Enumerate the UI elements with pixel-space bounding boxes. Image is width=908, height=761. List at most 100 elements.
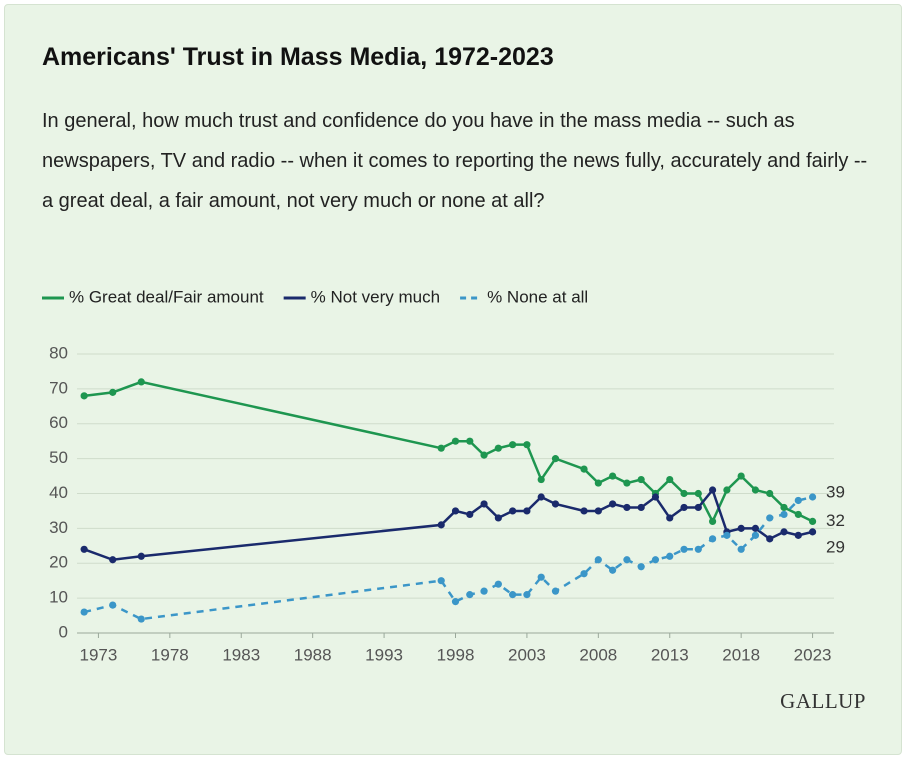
data-point [780, 503, 788, 512]
data-point [694, 503, 702, 512]
data-point [137, 615, 145, 623]
data-point [580, 507, 588, 515]
data-point [594, 556, 602, 564]
data-point [637, 503, 645, 512]
data-point [609, 500, 617, 508]
data-point [109, 601, 117, 609]
data-point [580, 465, 588, 473]
x-tick-label: 2023 [794, 645, 832, 664]
data-point [466, 591, 474, 599]
y-tick-label: 70 [49, 378, 68, 397]
data-point [737, 524, 745, 532]
data-point [737, 545, 745, 553]
y-tick-label: 0 [59, 622, 68, 641]
data-point [623, 503, 631, 512]
x-tick-label: 1978 [151, 645, 189, 664]
x-tick-label: 1973 [80, 645, 118, 664]
card: Americans' Trust in Mass Media, 1972-202… [4, 4, 902, 755]
data-point [509, 507, 517, 515]
y-tick-label: 50 [49, 448, 68, 467]
legend-label: % None at all [487, 287, 588, 306]
data-point [680, 489, 688, 498]
x-tick-label: 1983 [222, 645, 260, 664]
data-point [651, 556, 660, 564]
data-point [694, 545, 702, 553]
series-line [83, 495, 813, 621]
data-point [437, 444, 445, 452]
data-point [751, 531, 760, 539]
y-tick-label: 60 [49, 413, 68, 432]
data-point [551, 455, 560, 463]
data-point [666, 514, 674, 522]
chart-subtitle: In general, how much trust and confidenc… [42, 110, 868, 212]
data-point [437, 577, 445, 585]
end-label: 29 [826, 537, 845, 556]
data-point [666, 475, 674, 484]
data-point [594, 479, 602, 487]
data-point [666, 552, 674, 560]
data-point [708, 535, 717, 543]
x-tick-label: 2003 [508, 645, 546, 664]
data-point [80, 392, 88, 400]
end-label: 32 [826, 511, 845, 530]
data-point [80, 608, 88, 616]
x-tick-label: 2018 [722, 645, 760, 664]
data-point [537, 573, 545, 581]
data-point [80, 545, 88, 553]
data-point [794, 496, 802, 505]
data-point [523, 441, 531, 449]
y-tick-label: 80 [49, 343, 68, 362]
data-point [651, 493, 660, 501]
source: GALLUP [780, 689, 866, 713]
data-point [594, 507, 602, 515]
data-point [451, 507, 460, 515]
data-point [708, 486, 717, 494]
x-tick-label: 1998 [437, 645, 475, 664]
data-point [609, 472, 617, 480]
data-point [609, 566, 617, 574]
data-point [723, 486, 731, 494]
data-point [623, 556, 631, 564]
data-point [537, 493, 545, 501]
data-point [494, 580, 502, 588]
data-point [480, 587, 488, 595]
data-point [637, 475, 645, 484]
y-tick-label: 20 [49, 553, 68, 572]
data-point [537, 475, 545, 484]
data-point [680, 545, 688, 553]
data-point [137, 378, 145, 386]
data-point [766, 514, 774, 522]
x-tick-label: 1988 [294, 645, 332, 664]
data-point [451, 598, 460, 606]
data-point [523, 591, 531, 599]
end-label: 39 [826, 482, 845, 501]
x-tick-label: 2013 [651, 645, 689, 664]
data-point [708, 517, 717, 526]
data-point [580, 570, 588, 578]
data-point [551, 500, 560, 508]
data-point [109, 556, 117, 564]
data-point [551, 587, 560, 595]
data-point [451, 437, 460, 445]
data-point [480, 500, 488, 508]
data-point [723, 531, 731, 539]
y-tick-label: 40 [49, 483, 68, 502]
data-point [523, 507, 531, 515]
data-point [466, 437, 474, 445]
data-point [437, 521, 445, 529]
legend-label: % Not very much [311, 287, 440, 306]
data-point [780, 528, 788, 536]
data-point [780, 510, 788, 519]
y-tick-label: 10 [49, 588, 68, 607]
data-point [737, 472, 745, 480]
y-tick-label: 30 [49, 518, 68, 537]
data-point [680, 503, 688, 512]
data-point [694, 489, 702, 498]
data-point [109, 388, 117, 396]
data-point [766, 489, 774, 498]
data-point [808, 517, 817, 526]
data-point [494, 514, 502, 522]
data-point [794, 531, 802, 539]
